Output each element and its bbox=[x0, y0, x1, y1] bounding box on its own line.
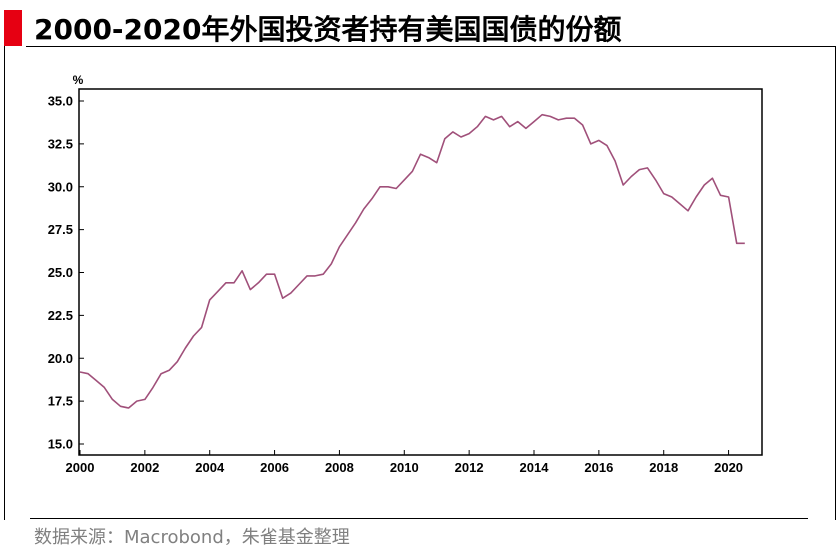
chart-title: 2000-2020年外国投资者持有美国国债的份额 bbox=[34, 13, 622, 46]
x-tick-label: 2018 bbox=[649, 460, 678, 475]
y-tick-label: 27.5 bbox=[48, 222, 73, 237]
x-tick-label: 2006 bbox=[260, 460, 289, 475]
y-tick-label: 17.5 bbox=[48, 394, 73, 409]
x-tick-label: 2016 bbox=[584, 460, 613, 475]
title-underline bbox=[26, 46, 836, 47]
x-tick-label: 2000 bbox=[66, 460, 95, 475]
plot-border bbox=[78, 88, 763, 456]
y-tick-label: 32.5 bbox=[48, 136, 73, 151]
x-tick-label: 2002 bbox=[130, 460, 159, 475]
y-tick-label: 25.0 bbox=[48, 265, 73, 280]
title-bar: 2000-2020年外国投资者持有美国国债的份额 bbox=[4, 10, 836, 47]
source-divider bbox=[30, 518, 808, 519]
x-tick-label: 2010 bbox=[390, 460, 419, 475]
y-tick-label: 15.0 bbox=[48, 437, 73, 452]
series-line bbox=[79, 113, 745, 409]
x-tick-label: 2012 bbox=[455, 460, 484, 475]
y-axis-label: % bbox=[73, 73, 84, 87]
x-tick-label: 2004 bbox=[195, 460, 225, 475]
y-tick-label: 30.0 bbox=[48, 179, 73, 194]
source-note: 数据来源：Macrobond，朱雀基金整理 bbox=[34, 527, 350, 548]
x-tick-label: 2008 bbox=[325, 460, 354, 475]
y-tick-label: 22.5 bbox=[48, 308, 73, 323]
x-tick-label: 2020 bbox=[714, 460, 743, 475]
y-tick-label: 35.0 bbox=[48, 94, 73, 109]
y-axis-ticks: 15.0 17.5 20.0 22.5 25.0 27.5 30.0 32.5 35.0 bbox=[48, 94, 84, 452]
chart-frame bbox=[4, 46, 836, 520]
x-tick-label: 2014 bbox=[520, 460, 550, 475]
title-accent-block bbox=[4, 10, 22, 46]
x-axis-ticks: 2000 2002 2004 2006 2008 2010 2012 2014 2016 2018… bbox=[66, 450, 743, 475]
y-tick-label: 20.0 bbox=[48, 351, 73, 366]
